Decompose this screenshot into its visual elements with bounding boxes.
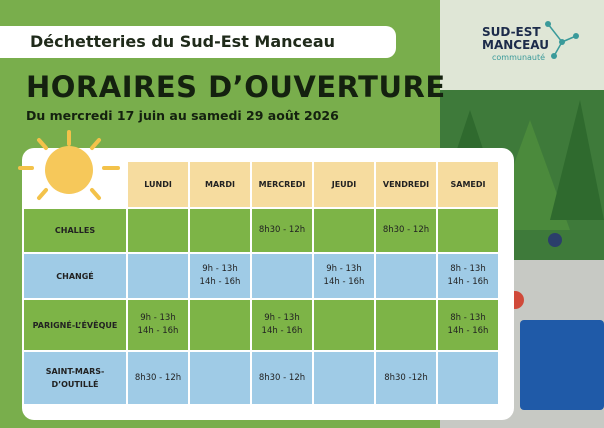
hours-cell [314, 209, 374, 252]
row-label: PARIGNÉ-L’ÉVÊQUE [24, 300, 126, 350]
hours-line: 9h - 13h [326, 264, 362, 274]
hours-cell: 8h30 - 12h [128, 352, 188, 404]
sun [18, 130, 120, 200]
logo-line1: SUD-EST [482, 25, 541, 39]
column-header: MERCREDI [252, 162, 312, 207]
hours-line: 9h - 13h [202, 264, 238, 274]
row-label-line: CHALLES [54, 226, 96, 235]
hours-cell: 8h30 - 12h [376, 209, 436, 252]
row-label-line: PARIGNÉ-L’ÉVÊQUE [32, 320, 118, 330]
logo: SUD-EST MANCEAU communauté [482, 21, 579, 62]
title: Déchetteries du Sud-Est Manceau [30, 32, 336, 51]
hours-cell: 8h30 -12h [376, 352, 436, 404]
hours-cell: 9h - 13h 14h - 16h [252, 300, 312, 350]
hours-cell: 9h - 13h 14h - 16h [128, 300, 188, 350]
row-label-line: D’OUTILLÉ [51, 380, 99, 389]
hours-cell [376, 254, 436, 298]
hours-line: 8h30 - 12h [134, 372, 182, 383]
hours-line: 14h - 16h [323, 277, 365, 287]
row-label: SAINT-MARS- D’OUTILLÉ [24, 352, 126, 404]
hours-line: 9h - 13h [140, 313, 176, 323]
hours-cell: 9h - 13h 14h - 16h [190, 254, 250, 298]
hours-line: 14h - 16h [447, 326, 489, 336]
hours-line: 14h - 16h [137, 326, 179, 336]
hours-cell: 8h - 13h 14h - 16h [438, 300, 498, 350]
hours-cell [252, 254, 312, 298]
column-header: JEUDI [314, 162, 374, 207]
hours-cell [376, 300, 436, 350]
hours-cell: 8h30 - 12h [252, 209, 312, 252]
column-header: VENDREDI [376, 162, 436, 207]
hours-line: 8h30 - 12h [258, 372, 306, 383]
row-label: CHANGÉ [24, 254, 126, 298]
hours-line: 8h - 13h [450, 313, 486, 323]
hours-line: 8h30 -12h [384, 372, 428, 383]
title-pill: Déchetteries du Sud-Est Manceau [0, 26, 396, 58]
hours-cell [128, 254, 188, 298]
row-label: CHALLES [24, 209, 126, 252]
subtitle: Du mercredi 17 juin au samedi 29 août 20… [26, 108, 339, 123]
column-header: SAMEDI [438, 162, 498, 207]
heading: HORAIRES D’OUVERTURE [26, 70, 446, 104]
logo-line2: MANCEAU [482, 38, 549, 52]
hours-cell [128, 209, 188, 252]
column-header: LUNDI [128, 162, 188, 207]
column-header: MARDI [190, 162, 250, 207]
hours-line: 8h30 - 12h [258, 225, 306, 235]
hours-line: 14h - 16h [447, 277, 489, 287]
hours-cell [314, 352, 374, 404]
row-label-line: SAINT-MARS- [45, 367, 105, 376]
hours-cell [438, 352, 498, 404]
hours-cell [314, 300, 374, 350]
hours-cell [190, 352, 250, 404]
hours-cell: 9h - 13h 14h - 16h [314, 254, 374, 298]
hours-cell [190, 209, 250, 252]
hours-cell [190, 300, 250, 350]
hours-line: 14h - 16h [261, 326, 303, 336]
hours-cell: 8h - 13h 14h - 16h [438, 254, 498, 298]
hours-line: 14h - 16h [199, 277, 241, 287]
hours-cell: 8h30 - 12h [252, 352, 312, 404]
row-label-line: CHANGÉ [56, 271, 94, 281]
hours-cell [438, 209, 498, 252]
hours-line: 8h - 13h [450, 264, 486, 274]
hours-line: 8h30 - 12h [382, 225, 430, 235]
logo-tagline: communauté [492, 52, 545, 62]
hours-line: 9h - 13h [264, 313, 300, 323]
